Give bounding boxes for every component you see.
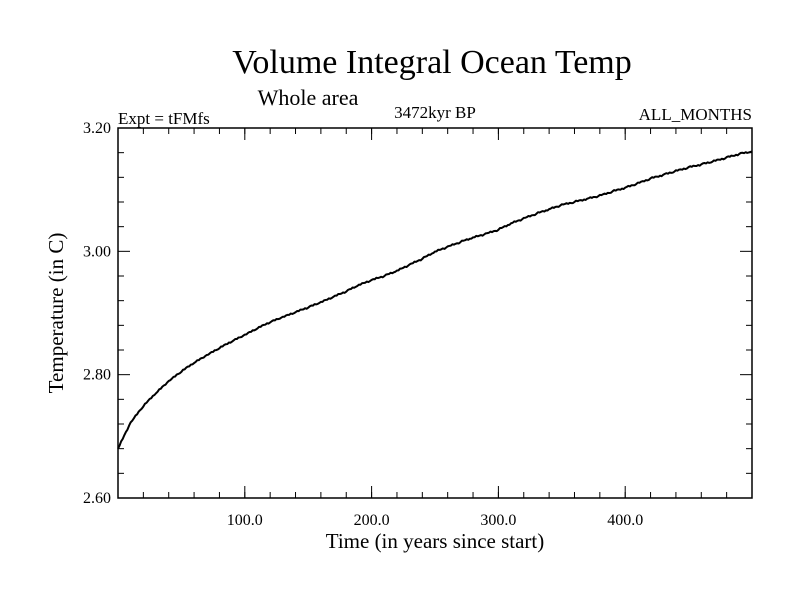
x-tick-label: 200.0 bbox=[354, 512, 390, 529]
chart-subtitle: Whole area bbox=[258, 85, 359, 110]
months-label: ALL_MONTHS bbox=[639, 105, 752, 124]
temperature-series-line bbox=[117, 150, 753, 450]
y-tick-label: 3.20 bbox=[83, 120, 111, 137]
axis-ticks bbox=[118, 127, 752, 499]
y-tick-label: 3.00 bbox=[83, 243, 111, 260]
period-label: 3472kyr BP bbox=[394, 103, 476, 122]
y-axis-label: Temperature (in C) bbox=[44, 233, 68, 394]
plot-frame bbox=[117, 127, 753, 499]
axis-tick-labels: 100.0 200.0 300.0 400.0 2.60 2.80 3.00 3.20 bbox=[83, 120, 643, 529]
y-tick-label: 2.60 bbox=[83, 490, 111, 507]
x-axis-label: Time (in years since start) bbox=[326, 529, 545, 553]
chart-title: Volume Integral Ocean Temp bbox=[232, 44, 632, 81]
experiment-label: Expt = tFMfs bbox=[118, 109, 210, 128]
x-tick-label: 300.0 bbox=[480, 512, 516, 529]
x-tick-label: 400.0 bbox=[607, 512, 643, 529]
x-tick-label: 100.0 bbox=[227, 512, 263, 529]
y-tick-label: 2.80 bbox=[83, 367, 111, 384]
